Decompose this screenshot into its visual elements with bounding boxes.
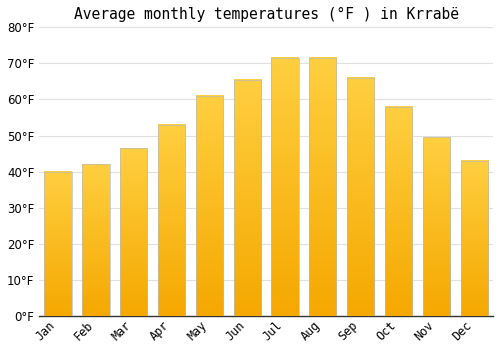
Bar	[385, 107, 412, 316]
Title: Average monthly temperatures (°F ) in Krrabë: Average monthly temperatures (°F ) in Kr…	[74, 7, 458, 22]
Bar	[347, 78, 374, 316]
Bar	[120, 148, 148, 316]
Bar	[158, 125, 185, 316]
Bar	[44, 172, 72, 316]
Bar	[460, 161, 488, 316]
Bar	[196, 96, 223, 316]
Bar	[82, 164, 110, 316]
Bar	[309, 58, 336, 316]
Bar	[422, 137, 450, 316]
Bar	[272, 58, 298, 316]
Bar	[234, 79, 261, 316]
